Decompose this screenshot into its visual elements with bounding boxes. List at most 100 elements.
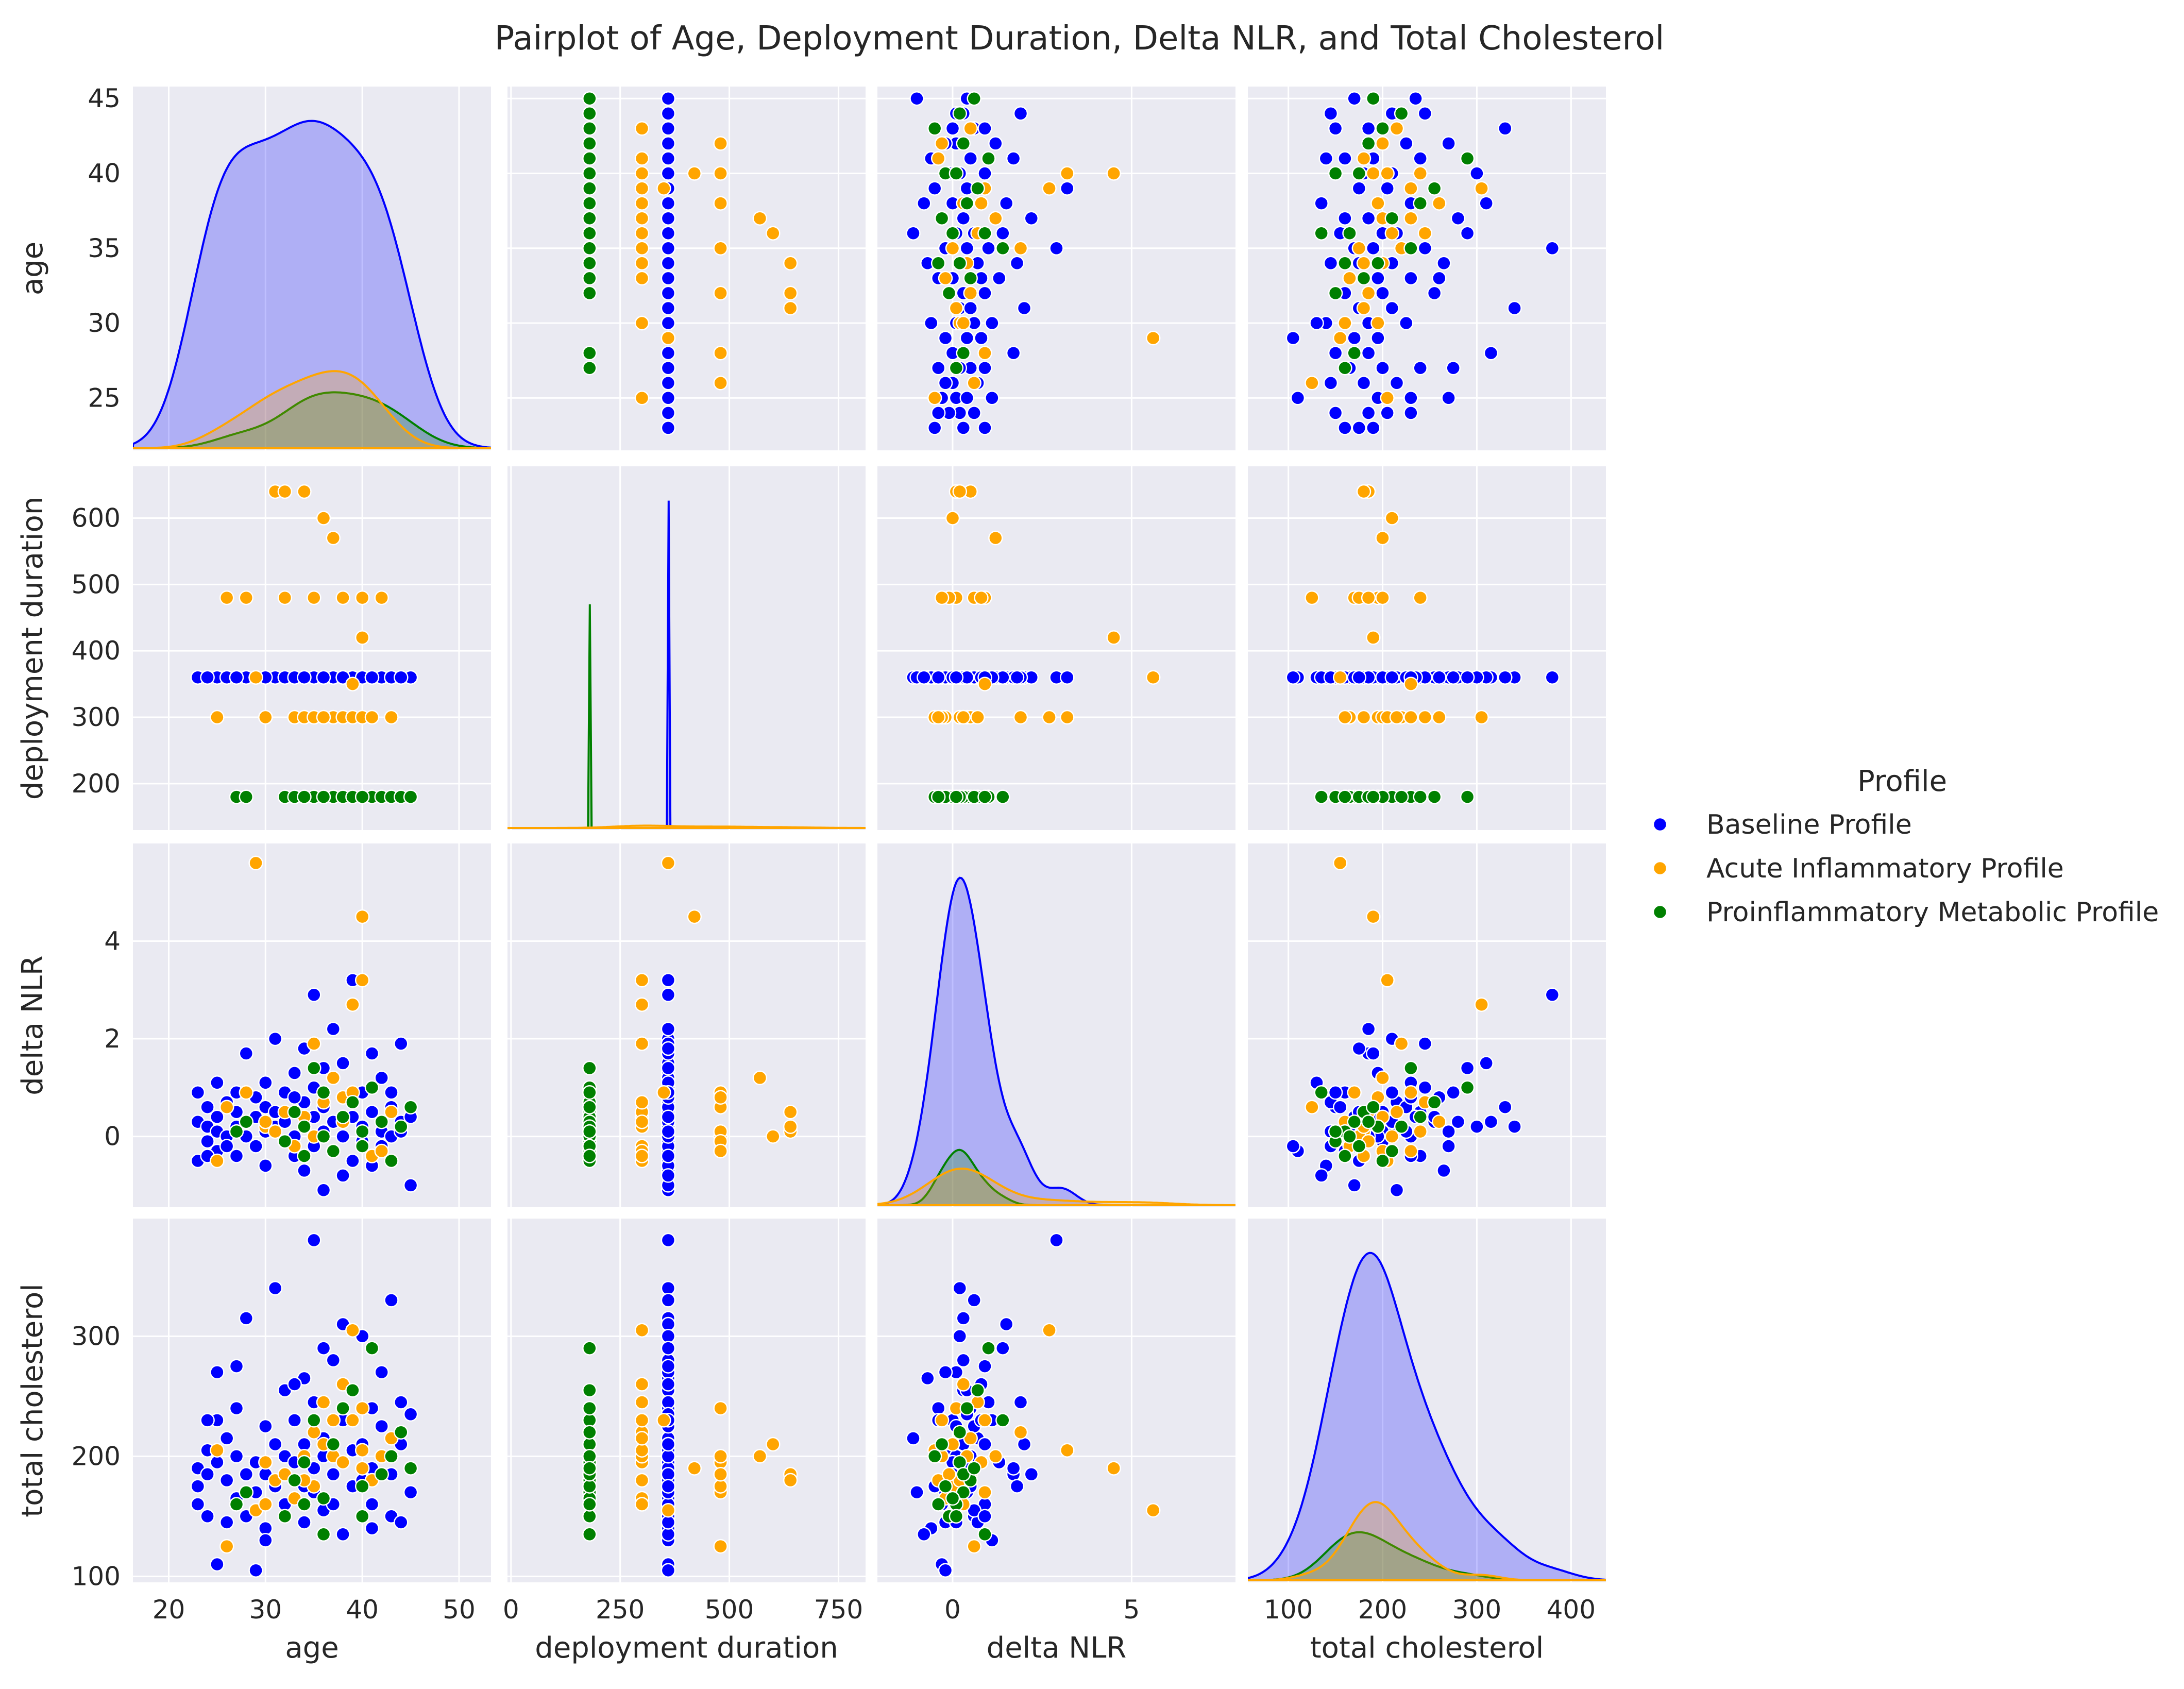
scatter-point [1314, 1168, 1329, 1183]
scatter-point [1427, 1095, 1442, 1110]
scatter-point [1366, 909, 1381, 924]
scatter-point [582, 151, 597, 166]
scatter-point [1380, 166, 1395, 181]
scatter-point [277, 590, 293, 605]
scatter-point [927, 391, 942, 406]
scatter-point [661, 151, 676, 166]
scatter-point [977, 1509, 992, 1524]
scatter-point [1356, 376, 1372, 391]
scatter-point [1338, 710, 1352, 725]
scatter-point [1328, 121, 1343, 136]
scatter-point [335, 1168, 350, 1183]
scatter-point [297, 1515, 312, 1530]
scatter-point [582, 1400, 597, 1416]
scatter-point [661, 1041, 676, 1056]
panel-marks [1285, 855, 1560, 1198]
scatter-point [634, 997, 650, 1012]
scatter-point [1314, 226, 1329, 241]
scatter-point [1328, 406, 1343, 420]
scatter-point [967, 1539, 981, 1554]
scatter-point [1013, 1395, 1028, 1410]
scatter-point [661, 106, 676, 121]
scatter-point [1106, 1461, 1121, 1476]
scatter-point [1285, 1139, 1301, 1154]
scatter-point [956, 1353, 971, 1368]
scatter-point [661, 420, 676, 435]
scatter-point [634, 196, 650, 211]
scatter-point [1389, 121, 1404, 136]
scatter-point [1060, 181, 1075, 196]
scatter-point [1389, 1183, 1404, 1198]
scatter-point [959, 391, 975, 406]
scatter-point [970, 710, 985, 725]
scatter-point [956, 420, 971, 435]
scatter-point [752, 1449, 768, 1464]
scatter-point [938, 330, 953, 346]
scatter-point [977, 166, 992, 181]
scatter-point [582, 360, 597, 376]
scatter-point [1403, 406, 1418, 420]
scatter-point [1024, 1467, 1039, 1482]
scatter-point [1545, 987, 1560, 1003]
scatter-point [1474, 181, 1489, 196]
scatter-point [267, 1280, 283, 1296]
x-axis-label: age [285, 1631, 338, 1665]
scatter-point [229, 1124, 244, 1139]
scatter-point [661, 406, 676, 420]
scatter-point [277, 1509, 293, 1524]
x-tick-label: 5 [1124, 1595, 1140, 1625]
scatter-point [1338, 360, 1352, 376]
scatter-point [1309, 315, 1324, 331]
scatter-point [906, 1431, 921, 1446]
scatter-point [1460, 670, 1475, 685]
scatter-point [1441, 1124, 1456, 1139]
panel-marks [582, 855, 798, 1198]
scatter-point [582, 226, 597, 241]
y-tick-label: 40 [88, 159, 121, 189]
scatter-point [1356, 271, 1372, 286]
scatter-point [1361, 121, 1376, 136]
panel-background [877, 1219, 1235, 1582]
scatter-point [1375, 136, 1390, 151]
scatter-point [354, 1509, 370, 1524]
scatter-point [977, 121, 992, 136]
scatter-point [949, 166, 964, 181]
scatter-point [1145, 670, 1161, 685]
y-tick-label: 300 [72, 1321, 121, 1351]
scatter-point [1145, 330, 1161, 346]
scatter-point [1361, 590, 1376, 605]
scatter-point [582, 1425, 597, 1440]
scatter-point [1427, 285, 1442, 301]
scatter-point [927, 1449, 942, 1464]
scatter-point [661, 1293, 676, 1308]
scatter-point [661, 1232, 676, 1248]
scatter-point [1361, 136, 1376, 151]
scatter-point [307, 590, 321, 605]
scatter-point [995, 226, 1010, 241]
scatter-point [326, 1467, 341, 1482]
scatter-point [634, 391, 650, 406]
scatter-point [995, 1413, 1010, 1428]
scatter-point [239, 1467, 254, 1482]
legend-marker [1652, 860, 1668, 876]
scatter-point [316, 1527, 331, 1542]
scatter-point [1450, 211, 1466, 226]
scatter-point [219, 590, 234, 605]
scatter-point [1389, 1104, 1404, 1120]
panel-dep-vs-age: 200 300 400 500 600 deployment duration [16, 466, 491, 830]
scatter-point [1427, 789, 1442, 804]
scatter-point [374, 1070, 389, 1086]
scatter-point [1017, 1437, 1032, 1452]
panel-background [1248, 1219, 1606, 1582]
scatter-point [949, 300, 964, 316]
panel-chol-vs-dep: 0 250 500 750 deployment duration [503, 1219, 866, 1665]
scatter-point [1338, 256, 1352, 271]
scatter-point [967, 1461, 981, 1476]
scatter-point [1403, 710, 1418, 725]
scatter-point [1351, 420, 1367, 435]
scatter-point [582, 1060, 597, 1076]
scatter-point [977, 360, 992, 376]
scatter-point [354, 1124, 370, 1139]
scatter-point [934, 136, 950, 151]
scatter-point [229, 1359, 244, 1374]
